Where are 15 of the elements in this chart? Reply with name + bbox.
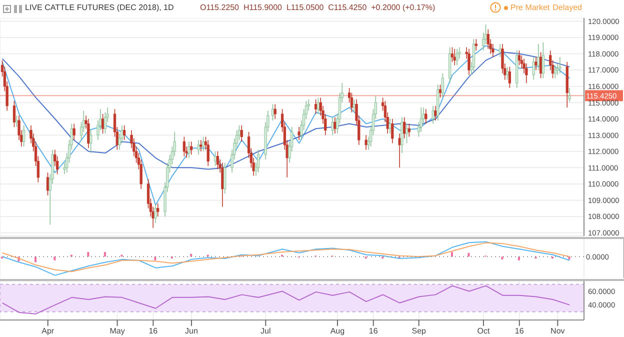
chart-subtitle: O115.2250 H115.9000 L115.0500 C115.4250 +0.2000 (+0.17%) <box>200 3 436 12</box>
x-tick-label: 16 <box>368 326 378 336</box>
x-tick-label: Nov <box>550 326 565 336</box>
x-tick-label: Jun <box>185 326 198 336</box>
x-tick-label: Jul <box>260 326 272 336</box>
text: Delayed <box>552 3 582 12</box>
text: Pre Market <box>510 3 550 12</box>
x-tick-label: Sep <box>412 326 427 336</box>
chart-title: LIVE CATTLE FUTURES (DEC 2018), 1D <box>25 3 174 12</box>
x-tick-label: 16 <box>148 326 158 336</box>
x-tick-label: May <box>110 326 125 336</box>
x-tick-label: Oct <box>477 326 490 336</box>
x-tick-label: Apr <box>42 326 54 336</box>
x-tick-label: 16 <box>514 326 524 336</box>
x-tick-label: Aug <box>330 326 345 336</box>
